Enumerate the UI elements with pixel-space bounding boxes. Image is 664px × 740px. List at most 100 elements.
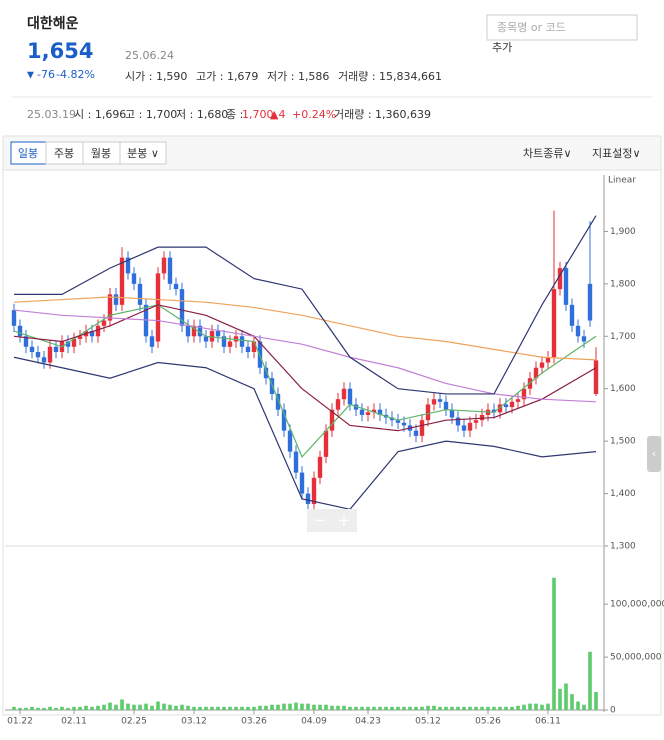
x-tick-label: 02.25 bbox=[121, 717, 147, 727]
volume-bar bbox=[12, 706, 16, 710]
candle-body bbox=[41, 357, 47, 363]
stat: 시가 : 1,590 bbox=[125, 70, 187, 83]
info-volume: 거래량 : 1,360,639 bbox=[334, 108, 431, 121]
volume-bar bbox=[570, 694, 574, 710]
candle-body bbox=[35, 352, 41, 358]
volume-bar bbox=[66, 707, 70, 710]
candle-body bbox=[365, 412, 371, 415]
zoom-buttons[interactable] bbox=[307, 509, 357, 532]
add-button[interactable]: 추가 bbox=[492, 41, 512, 54]
candle-body bbox=[305, 493, 311, 505]
side-tab-icon[interactable]: ‹ bbox=[652, 447, 656, 460]
side-tab[interactable] bbox=[647, 436, 661, 472]
candle-body bbox=[191, 325, 197, 337]
info-close: 1,700 bbox=[242, 108, 274, 121]
candle-body bbox=[155, 273, 161, 342]
tab-label[interactable]: 일봉 bbox=[18, 146, 38, 160]
candle-body bbox=[497, 404, 503, 413]
stat: 고가 : 1,679 bbox=[196, 70, 258, 83]
volume-bar bbox=[264, 705, 268, 710]
stock-name: 대한해운 bbox=[27, 16, 79, 32]
volume-bar bbox=[288, 703, 292, 710]
volume-bar bbox=[462, 706, 466, 710]
volume-bar bbox=[198, 706, 202, 710]
candle-body bbox=[125, 257, 131, 274]
candle-body bbox=[479, 414, 485, 421]
candle-body bbox=[275, 393, 281, 410]
volume-bar bbox=[348, 706, 352, 710]
volume-bar bbox=[342, 705, 346, 710]
volume-tick-label: 0 bbox=[610, 706, 616, 716]
volume-bar bbox=[432, 705, 436, 710]
volume-bar bbox=[282, 703, 286, 710]
volume-bar bbox=[474, 706, 478, 710]
candle-body bbox=[89, 331, 95, 337]
y-tick-label: 1,800 bbox=[610, 279, 636, 289]
volume-bar bbox=[330, 705, 334, 710]
candle-body bbox=[161, 257, 167, 274]
candle-body bbox=[167, 257, 173, 284]
volume-bar bbox=[210, 706, 214, 710]
volume-bar bbox=[156, 701, 160, 710]
candle-body bbox=[455, 417, 461, 426]
candle-body bbox=[545, 357, 551, 363]
volume-bar bbox=[132, 704, 136, 710]
volume-bar bbox=[444, 706, 448, 710]
indicator[interactable]: 지표설정∨ bbox=[592, 147, 641, 160]
zoom-in[interactable]: + bbox=[337, 511, 350, 530]
chart-frame bbox=[2, 169, 662, 716]
tab[interactable] bbox=[119, 141, 167, 165]
indicator-line bbox=[14, 215, 597, 395]
volume-bar bbox=[528, 703, 532, 710]
volume-bar bbox=[168, 704, 172, 710]
volume-bar bbox=[228, 706, 232, 710]
volume-bar bbox=[360, 706, 364, 710]
candle-body bbox=[425, 404, 431, 421]
volume-bar bbox=[24, 707, 28, 710]
candle-body bbox=[467, 422, 473, 431]
volume-bar bbox=[192, 706, 196, 710]
candle-body bbox=[533, 367, 539, 379]
candle-body bbox=[287, 430, 293, 452]
volume-bar bbox=[486, 706, 490, 710]
candle-body bbox=[581, 336, 587, 342]
volume-bar bbox=[300, 703, 304, 710]
price: 1,654 bbox=[27, 39, 93, 63]
candle-body bbox=[131, 273, 137, 284]
volume-bar bbox=[78, 706, 82, 710]
candle-body bbox=[233, 336, 239, 342]
candle-body bbox=[419, 420, 425, 436]
candle-body bbox=[443, 401, 449, 410]
tab-label[interactable]: 월봉 bbox=[91, 147, 111, 160]
candle-body bbox=[353, 404, 359, 410]
tab-label[interactable]: 주봉 bbox=[54, 147, 74, 160]
candle-body bbox=[461, 425, 467, 431]
volume-bar bbox=[456, 706, 460, 710]
info-high: 고 : 1,700 bbox=[125, 108, 177, 121]
volume-bar bbox=[90, 706, 94, 710]
indicator-line bbox=[13, 309, 597, 403]
tab-label[interactable]: 분봉 ∨ bbox=[127, 147, 159, 160]
zoom-out[interactable]: − bbox=[313, 511, 326, 530]
chart-type[interactable]: 차트종류∨ bbox=[523, 147, 572, 160]
stat: 거래량 : 15,834,661 bbox=[338, 70, 442, 83]
stat: 저가 : 1,586 bbox=[267, 70, 329, 83]
candle-body bbox=[239, 336, 245, 347]
volume-bar bbox=[120, 699, 124, 710]
candle-body bbox=[569, 304, 575, 326]
indicator-line bbox=[13, 296, 597, 361]
candle-body bbox=[557, 268, 563, 290]
volume-bar bbox=[42, 707, 46, 710]
candle-body bbox=[389, 417, 395, 421]
candle-body bbox=[371, 409, 377, 413]
search-box[interactable] bbox=[486, 14, 638, 41]
change-rate: -4.82% bbox=[56, 68, 95, 81]
volume-bar bbox=[126, 703, 130, 710]
candle-body bbox=[77, 336, 83, 339]
candle-body bbox=[101, 320, 107, 326]
volume-bar bbox=[492, 706, 496, 710]
price-pane bbox=[11, 210, 599, 511]
volume-bar bbox=[36, 707, 40, 710]
volume-bar bbox=[96, 705, 100, 710]
volume-bar bbox=[240, 706, 244, 710]
